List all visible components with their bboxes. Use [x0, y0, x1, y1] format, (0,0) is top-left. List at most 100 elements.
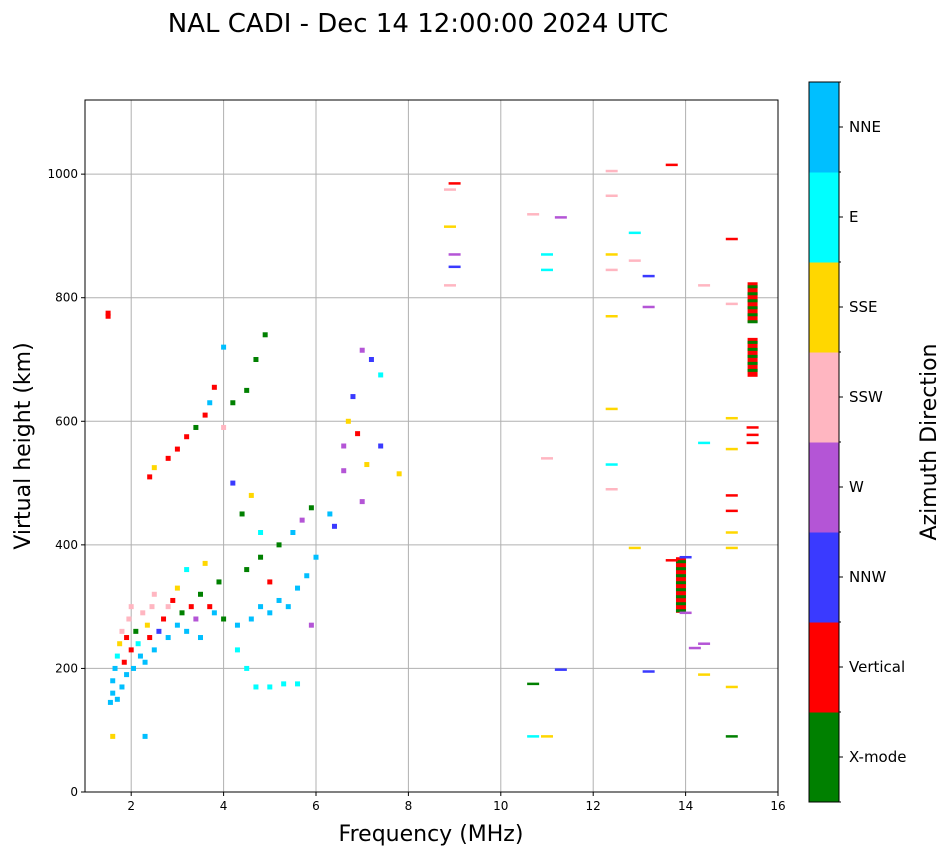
- echo-block: [675, 557, 686, 613]
- plot-frame: [84, 99, 779, 793]
- echo-point: [443, 225, 456, 228]
- colorbar-tick-label: W: [849, 478, 864, 496]
- echo-point: [285, 604, 291, 610]
- echo-point: [170, 597, 176, 603]
- echo-block: [747, 282, 758, 323]
- x-tick-label: 16: [770, 799, 785, 813]
- echo-point: [258, 604, 264, 610]
- azimuth-colorbar: X-mode Vertical NNW W SSW SSE E NNE: [808, 81, 906, 803]
- echo-point: [207, 604, 213, 610]
- y-tick-label: 200: [55, 661, 78, 675]
- colorbar-tick-label: SSE: [849, 298, 878, 316]
- echo-point: [290, 530, 296, 535]
- echo-point: [355, 431, 361, 437]
- echo-point: [179, 610, 185, 616]
- echo-point: [258, 554, 264, 560]
- echo-point: [448, 265, 461, 269]
- echo-point: [746, 433, 759, 437]
- colorbar-segment: [809, 262, 839, 353]
- echo-point: [202, 412, 208, 418]
- echo-point: [121, 659, 127, 665]
- echo-point: [350, 394, 356, 400]
- echo-point: [276, 597, 282, 603]
- x-tick-label: 6: [312, 799, 320, 813]
- echo-point: [541, 735, 553, 738]
- echo-block-stripe: [747, 361, 758, 365]
- echo-point: [105, 313, 111, 319]
- echo-point: [605, 463, 618, 466]
- echo-point: [126, 616, 132, 622]
- echo-point: [244, 665, 250, 671]
- echo-block-stripe: [675, 560, 686, 564]
- x-tick-label: 4: [220, 799, 228, 813]
- echo-point: [605, 169, 618, 173]
- echo-point: [174, 446, 180, 452]
- echo-point: [688, 646, 701, 650]
- echo-point: [698, 284, 711, 287]
- echo-block-stripe: [675, 609, 686, 613]
- echo-point: [281, 681, 287, 687]
- echo-point: [554, 216, 567, 219]
- echo-point: [124, 635, 130, 641]
- echo-block-stripe: [675, 581, 686, 585]
- echo-point: [541, 253, 553, 256]
- echo-point: [628, 259, 641, 262]
- echo-point: [308, 505, 314, 511]
- colorbar-tick-label: NNE: [849, 118, 881, 136]
- echo-point: [119, 684, 125, 690]
- echo-block-stripe: [747, 313, 758, 317]
- echo-point: [267, 579, 273, 585]
- echo-point: [443, 188, 456, 191]
- echo-point: [135, 641, 141, 647]
- echo-point: [161, 616, 167, 622]
- echo-block-stripe: [747, 306, 758, 310]
- colorbar-segment: [809, 172, 839, 263]
- echo-point: [211, 384, 217, 390]
- echo-point: [605, 268, 618, 272]
- echo-block-stripe: [747, 340, 758, 344]
- echo-point: [207, 400, 213, 406]
- echo-point: [110, 733, 116, 739]
- echo-block-stripe: [747, 285, 758, 289]
- x-tick-label: 10: [493, 799, 508, 813]
- echo-point: [230, 480, 236, 486]
- echo-point: [248, 492, 254, 498]
- echo-point: [198, 635, 203, 641]
- colorbar-segment: [809, 352, 839, 443]
- colorbar-segment: [809, 532, 839, 623]
- echo-point: [605, 488, 618, 491]
- echo-point: [725, 302, 738, 306]
- echo-point: [725, 509, 738, 513]
- colorbar-tick-label: NNW: [849, 568, 886, 586]
- y-tick-label: 1000: [47, 167, 78, 181]
- echo-point: [114, 696, 120, 702]
- echo-point: [147, 474, 153, 480]
- echo-point: [184, 567, 190, 573]
- echo-point: [119, 628, 125, 634]
- echo-point: [144, 622, 150, 628]
- echo-point: [448, 182, 461, 185]
- echo-point: [151, 647, 157, 653]
- echo-point: [628, 231, 641, 235]
- echo-point: [262, 332, 268, 338]
- echo-block-stripe: [675, 595, 686, 599]
- echo-point: [174, 585, 180, 591]
- echo-block-stripe: [747, 292, 758, 296]
- echo-point: [124, 672, 130, 678]
- echo-point: [267, 684, 273, 690]
- echo-point: [221, 616, 227, 622]
- echo-point: [341, 443, 347, 449]
- echo-point: [605, 253, 618, 256]
- echo-point: [642, 274, 655, 278]
- echo-point: [198, 591, 203, 597]
- echo-point: [448, 253, 461, 256]
- echo-point: [541, 457, 553, 460]
- y-tick-label: 400: [55, 538, 78, 552]
- echo-point: [642, 305, 655, 309]
- echo-point: [359, 347, 365, 353]
- echo-point: [147, 635, 153, 641]
- echo-point: [142, 659, 148, 665]
- echo-point: [267, 610, 273, 616]
- echo-point: [359, 499, 365, 505]
- echo-point: [133, 628, 139, 634]
